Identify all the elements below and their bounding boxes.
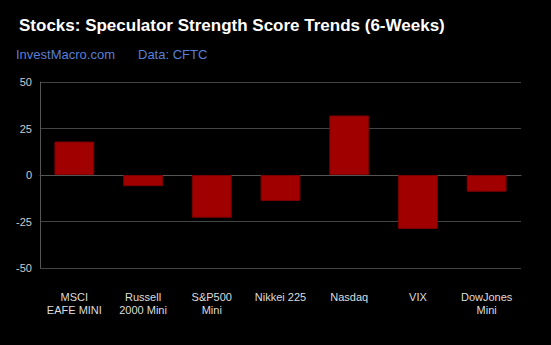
- svg-text:Data: CFTC: Data: CFTC: [138, 47, 207, 62]
- svg-text:EAFE MINI: EAFE MINI: [47, 304, 102, 316]
- svg-text:Nikkei 225: Nikkei 225: [255, 291, 306, 303]
- svg-text:50: 50: [20, 76, 32, 88]
- svg-text:VIX: VIX: [409, 291, 427, 303]
- svg-text:2000 Mini: 2000 Mini: [119, 304, 167, 316]
- svg-text:Mini: Mini: [477, 304, 497, 316]
- svg-text:0: 0: [26, 169, 32, 181]
- svg-text:25: 25: [20, 123, 32, 135]
- svg-text:S&P500: S&P500: [192, 291, 232, 303]
- svg-text:Mini: Mini: [202, 304, 222, 316]
- svg-text:-50: -50: [16, 262, 32, 274]
- svg-text:Stocks: Speculator Strength Sc: Stocks: Speculator Strength Score Trends…: [19, 16, 445, 35]
- svg-text:Russell: Russell: [125, 291, 161, 303]
- svg-text:DowJones: DowJones: [461, 291, 513, 303]
- svg-text:InvestMacro.com: InvestMacro.com: [16, 47, 115, 62]
- svg-text:Nasdaq: Nasdaq: [330, 291, 368, 303]
- svg-text:MSCI: MSCI: [61, 291, 89, 303]
- svg-text:-25: -25: [16, 216, 32, 228]
